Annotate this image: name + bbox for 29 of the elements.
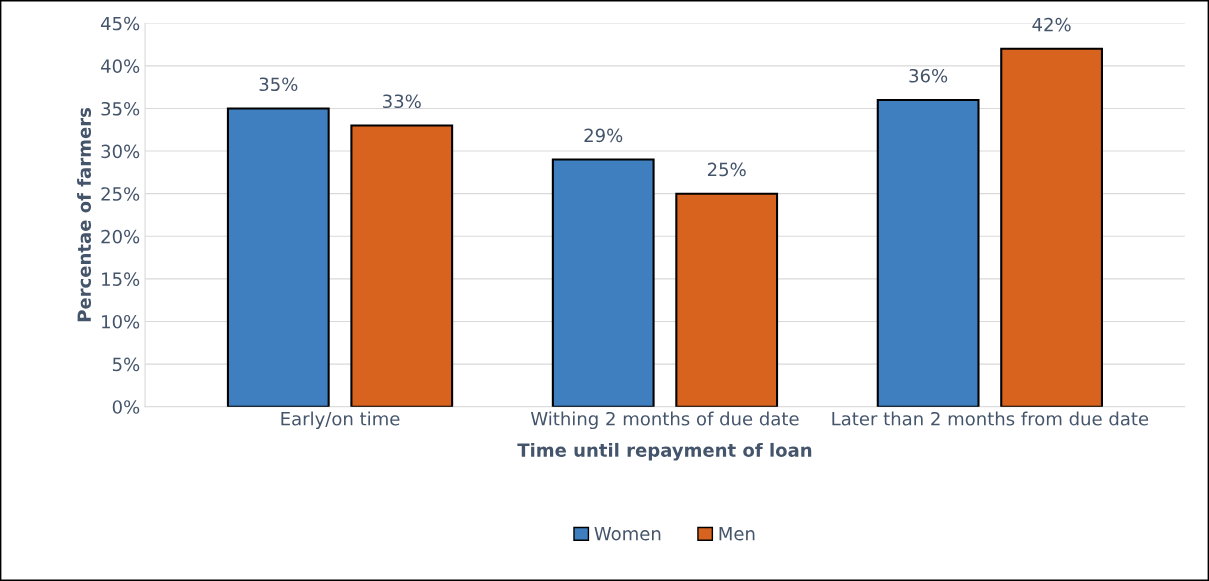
legend-label: Men xyxy=(719,527,755,541)
bar xyxy=(350,124,454,407)
x-tick-label: Later than 2 months from due date xyxy=(832,411,1149,426)
x-tick-label: Withing 2 months of due date xyxy=(530,411,799,430)
bar xyxy=(551,158,655,407)
y-axis-title: Percentae of farmers xyxy=(77,107,92,322)
data-label: 25% xyxy=(707,162,746,177)
data-label: 29% xyxy=(584,128,623,143)
data-label: 36% xyxy=(909,68,948,83)
bar xyxy=(226,107,330,407)
bar xyxy=(876,98,980,407)
y-tick-label: 5% xyxy=(112,357,140,372)
y-tick-label: 35% xyxy=(101,101,140,116)
y-tick-label: 20% xyxy=(101,229,140,244)
y-tick-label: 25% xyxy=(101,187,140,201)
data-label: 35% xyxy=(259,77,298,92)
data-label: 33% xyxy=(383,94,421,109)
y-tick-label: 10% xyxy=(102,314,140,329)
y-tick-label: 40% xyxy=(100,59,140,73)
bar xyxy=(1000,47,1104,407)
x-axis-title: Time until repayment of loan xyxy=(517,442,812,461)
y-tick-label: 45% xyxy=(100,16,140,31)
data-label: 42% xyxy=(1032,17,1071,32)
legend-label: Women xyxy=(594,527,661,541)
y-tick-label: 30% xyxy=(101,144,140,159)
y-tick-label: 0% xyxy=(112,400,140,414)
x-tick-label: Early/on time xyxy=(281,411,400,430)
bar xyxy=(675,192,779,407)
y-tick-label: 15% xyxy=(102,272,140,286)
